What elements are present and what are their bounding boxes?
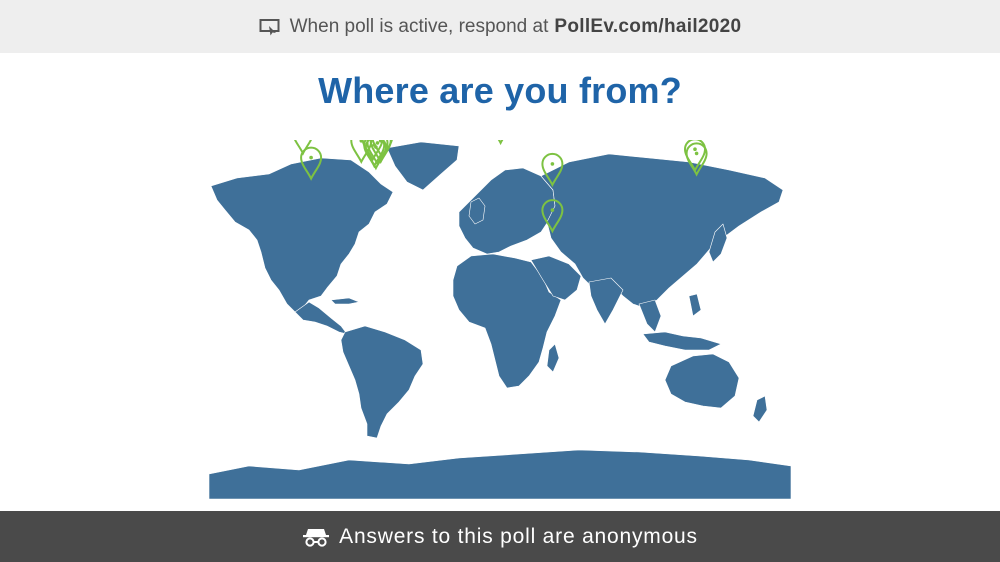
poll-url[interactable]: PollEv.com/hail2020 [554,15,742,37]
poll-title: Where are you from? [318,70,682,111]
landmass-southeast-asia [638,299,662,333]
landmass-africa [452,253,562,389]
map-pin-icon [497,140,504,146]
landmass-antarctica [209,449,791,499]
map-pin-icon [364,140,387,171]
screen-response-icon [259,18,281,36]
landmass-arabia [530,255,582,301]
map-pin-icon [541,152,564,188]
landmass-britain [468,197,486,225]
landmass-australia [664,353,740,409]
landmass-indonesia [642,331,722,351]
landmass-madagascar [546,343,560,373]
landmass-asia [540,153,784,309]
landmass-philippines [688,293,702,317]
map-pin-icon [685,142,708,177]
map-pin-icon [294,140,312,156]
landmass-greenland [386,141,460,191]
response-instructions-bar: When poll is active, respond at PollEv.c… [0,0,1000,53]
anonymity-notice-text: Answers to this poll are anonymous [339,524,698,548]
landmass-central-america [294,301,348,335]
anonymity-notice-bar: Answers to this poll are anonymous [0,511,1000,562]
anonymous-icon [302,526,330,548]
world-map [209,140,791,499]
instruction-text: When poll is active, respond at [289,15,549,37]
landmass-india [588,277,624,325]
landmass-north-america [210,157,394,313]
landmass-new-zealand [752,395,768,423]
map-pin-icon [300,146,323,181]
landmass-south-america [340,325,424,439]
landmass-europe [458,167,556,255]
landmass-japan [708,223,728,263]
landmass-caribbean [330,297,360,305]
map-pin-icon [541,199,564,234]
map-pin-icon [371,140,393,160]
